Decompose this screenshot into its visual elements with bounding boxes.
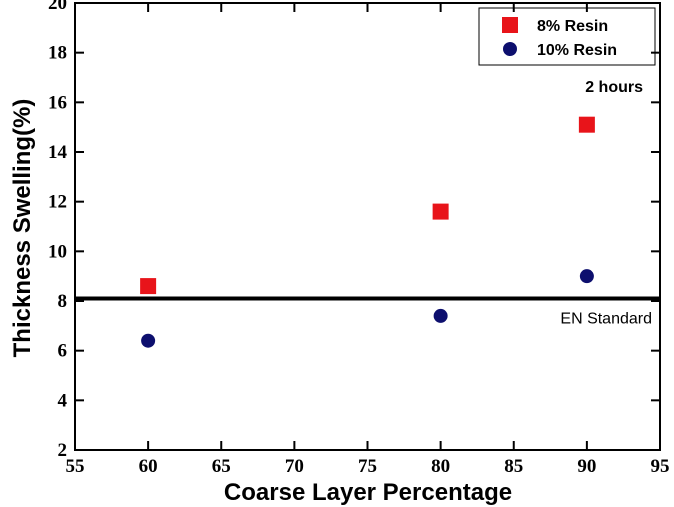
- x-tick-label: 60: [139, 456, 158, 477]
- y-tick-label: 2: [58, 440, 68, 461]
- y-tick-label: 16: [48, 92, 67, 113]
- annotation: 2 hours: [585, 79, 643, 96]
- legend-label: 10% Resin: [537, 42, 617, 59]
- y-tick-label: 18: [48, 43, 67, 64]
- y-tick-label: 12: [48, 192, 67, 213]
- x-axis-title: Coarse Layer Percentage: [224, 479, 512, 506]
- legend-marker: [502, 17, 518, 33]
- x-tick-label: 75: [358, 456, 377, 477]
- point: [432, 203, 449, 220]
- point: [579, 269, 594, 284]
- legend-marker: [503, 42, 517, 56]
- point: [433, 308, 448, 323]
- x-tick-label: 85: [504, 456, 523, 477]
- x-tick-label: 95: [651, 456, 670, 477]
- y-tick-label: 10: [48, 241, 67, 262]
- reference-label: EN Standard: [560, 311, 652, 328]
- point: [578, 116, 595, 133]
- y-tick-label: 6: [58, 341, 68, 362]
- x-tick-label: 70: [285, 456, 304, 477]
- plot-frame: [74, 2, 661, 451]
- legend-label: 8% Resin: [537, 18, 608, 35]
- y-tick-label: 14: [48, 142, 68, 163]
- y-tick-label: 4: [58, 390, 68, 411]
- x-tick-label: 90: [577, 456, 596, 477]
- x-tick-label: 80: [431, 456, 450, 477]
- point: [141, 333, 156, 348]
- y-tick-label: 20: [48, 0, 67, 14]
- x-tick-label: 55: [66, 456, 85, 477]
- point: [140, 278, 157, 295]
- y-tick-label: 8: [58, 291, 68, 312]
- y-axis-title: Thickness Swelling(%): [9, 99, 36, 358]
- x-tick-label: 65: [212, 456, 231, 477]
